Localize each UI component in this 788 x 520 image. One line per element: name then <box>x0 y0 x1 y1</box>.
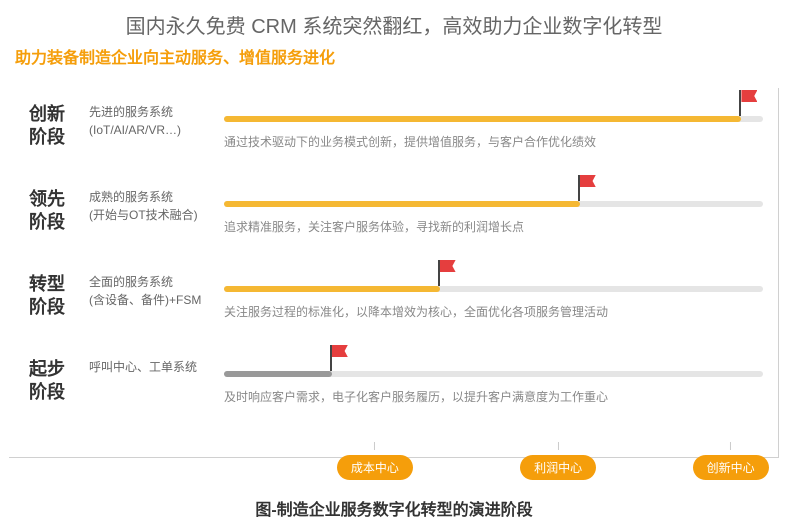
axis-marker: 利润中心 <box>520 442 596 480</box>
stage-description: 通过技术驱动下的业务模式创新，提供增值服务，与客户合作优化绩效 <box>224 133 596 150</box>
stage-description: 及时响应客户需求，电子化客户服务履历，以提升客户满意度为工作重心 <box>224 388 608 405</box>
flag-icon <box>739 90 759 116</box>
stage-row: 转型阶段全面的服务系统(含设备、备件)+FSM 关注服务过程的标准化，以降本增效为… <box>9 258 778 343</box>
progress-track <box>224 286 763 292</box>
stage-label: 转型阶段 <box>29 273 84 320</box>
subtitle: 助力装备制造企业向主动服务、增值服务进化 <box>0 44 788 68</box>
tick-icon <box>558 442 559 450</box>
stage-label: 创新阶段 <box>29 103 84 150</box>
tick-icon <box>730 442 731 450</box>
stage-description: 关注服务过程的标准化，以降本增效为核心，全面优化各项服务管理活动 <box>224 303 608 320</box>
axis-label-pill: 利润中心 <box>520 455 596 480</box>
axis-label-pill: 创新中心 <box>693 455 769 480</box>
axis-marker: 成本中心 <box>337 442 413 480</box>
progress-bar <box>224 371 332 377</box>
flag-icon <box>578 175 598 201</box>
stage-system: 成熟的服务系统(开始与OT技术融合) <box>89 188 219 224</box>
axis-marker: 创新中心 <box>693 442 769 480</box>
flag-icon <box>438 260 458 286</box>
stage-description: 追求精准服务，关注客户服务体验，寻找新的利润增长点 <box>224 218 524 235</box>
stage-label: 领先阶段 <box>29 188 84 235</box>
progress-bar <box>224 116 741 122</box>
progress-track <box>224 371 763 377</box>
tick-icon <box>374 442 375 450</box>
x-axis-labels: 成本中心利润中心创新中心 <box>224 442 763 472</box>
progress-bar <box>224 201 580 207</box>
stage-row: 创新阶段先进的服务系统(IoT/AI/AR/VR…) 通过技术驱动下的业务模式创新… <box>9 88 778 173</box>
stage-system: 呼叫中心、工单系统 <box>89 358 219 376</box>
main-title: 国内永久免费 CRM 系统突然翻红，高效助力企业数字化转型 <box>0 0 788 44</box>
stage-row: 领先阶段成熟的服务系统(开始与OT技术融合) 追求精准服务，关注客户服务体验，寻找… <box>9 173 778 258</box>
flag-icon <box>330 345 350 371</box>
progress-bar <box>224 286 440 292</box>
axis-label-pill: 成本中心 <box>337 455 413 480</box>
stage-system: 先进的服务系统(IoT/AI/AR/VR…) <box>89 103 219 139</box>
stage-system: 全面的服务系统(含设备、备件)+FSM <box>89 273 219 309</box>
stage-label: 起步阶段 <box>29 358 84 405</box>
stage-row: 起步阶段呼叫中心、工单系统及时响应客户需求，电子化客户服务履历，以提升客户满意度… <box>9 343 778 428</box>
progress-track <box>224 116 763 122</box>
progress-track <box>224 201 763 207</box>
evolution-chart: 创新阶段先进的服务系统(IoT/AI/AR/VR…) 通过技术驱动下的业务模式创新… <box>9 88 779 458</box>
